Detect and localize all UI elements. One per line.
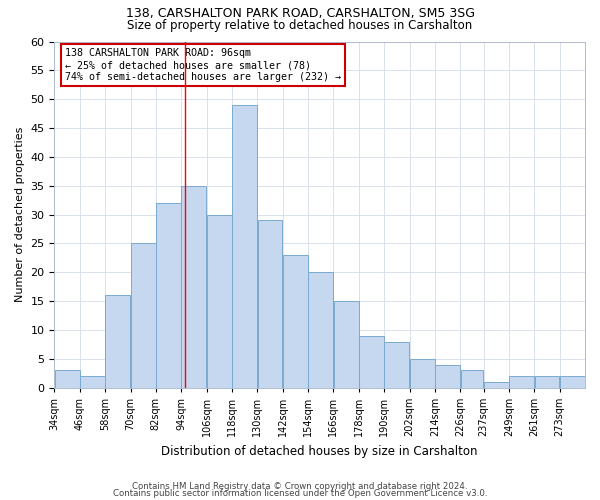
Text: Contains HM Land Registry data © Crown copyright and database right 2024.: Contains HM Land Registry data © Crown c… — [132, 482, 468, 491]
Y-axis label: Number of detached properties: Number of detached properties — [15, 127, 25, 302]
Bar — [232, 105, 257, 388]
Bar — [131, 244, 155, 388]
Bar — [359, 336, 384, 388]
Bar — [385, 342, 409, 388]
Bar — [509, 376, 534, 388]
Text: Contains public sector information licensed under the Open Government Licence v3: Contains public sector information licen… — [113, 489, 487, 498]
Bar — [334, 301, 359, 388]
Bar — [106, 296, 130, 388]
Text: 138, CARSHALTON PARK ROAD, CARSHALTON, SM5 3SG: 138, CARSHALTON PARK ROAD, CARSHALTON, S… — [125, 8, 475, 20]
Text: 138 CARSHALTON PARK ROAD: 96sqm
← 25% of detached houses are smaller (78)
74% of: 138 CARSHALTON PARK ROAD: 96sqm ← 25% of… — [65, 48, 341, 82]
Bar — [308, 272, 333, 388]
Bar — [535, 376, 559, 388]
Bar — [435, 364, 460, 388]
Bar — [560, 376, 585, 388]
Bar — [181, 186, 206, 388]
Bar — [55, 370, 80, 388]
Bar — [461, 370, 483, 388]
Bar — [283, 255, 308, 388]
Bar — [484, 382, 509, 388]
X-axis label: Distribution of detached houses by size in Carshalton: Distribution of detached houses by size … — [161, 444, 478, 458]
Bar — [257, 220, 283, 388]
Bar — [156, 203, 181, 388]
Bar — [410, 359, 434, 388]
Bar — [207, 214, 232, 388]
Text: Size of property relative to detached houses in Carshalton: Size of property relative to detached ho… — [127, 18, 473, 32]
Bar — [80, 376, 105, 388]
